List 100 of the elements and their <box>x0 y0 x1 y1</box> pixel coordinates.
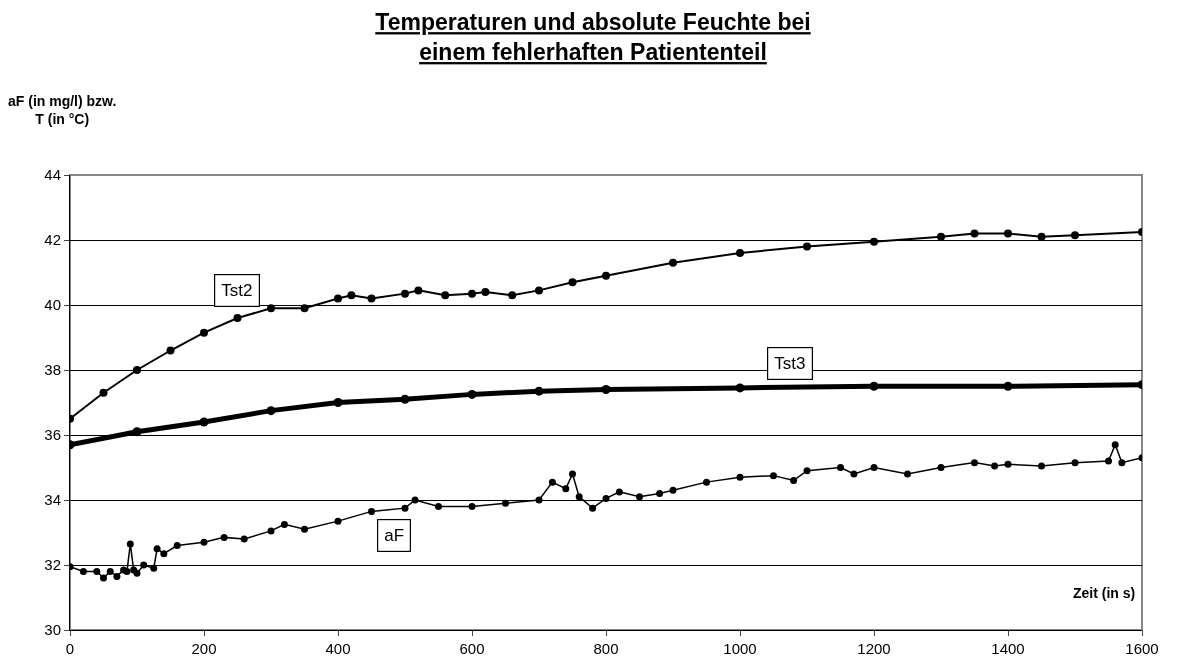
point <box>132 427 142 437</box>
point <box>850 470 858 478</box>
point <box>602 494 610 502</box>
point <box>869 381 879 391</box>
point <box>602 271 610 280</box>
point <box>508 291 517 300</box>
point <box>970 229 979 238</box>
point <box>562 485 570 493</box>
y-tick-label: 38 <box>44 361 61 379</box>
point <box>166 346 175 355</box>
point <box>367 294 376 303</box>
point <box>100 574 107 582</box>
point <box>467 389 477 399</box>
point <box>126 540 134 548</box>
point <box>334 517 342 525</box>
point <box>113 572 121 580</box>
point <box>435 503 442 510</box>
point <box>991 462 999 470</box>
point <box>106 568 114 575</box>
point <box>99 388 108 397</box>
point <box>266 406 276 416</box>
y-tick-label: 42 <box>44 231 61 249</box>
series-label: Tst3 <box>774 354 806 374</box>
x-tick-label: 1200 <box>857 640 891 657</box>
point <box>79 568 87 575</box>
point <box>803 242 811 251</box>
point <box>267 304 275 313</box>
y-tick-label: 34 <box>44 491 61 509</box>
point <box>468 289 476 298</box>
point <box>502 499 509 507</box>
x-tick-label: 200 <box>191 640 217 657</box>
point <box>160 550 168 558</box>
point <box>1105 457 1112 465</box>
point <box>1004 229 1012 238</box>
point <box>575 493 583 501</box>
point <box>870 464 878 471</box>
point <box>703 478 710 486</box>
point <box>770 472 777 480</box>
point <box>535 286 543 295</box>
y-tick-label: 36 <box>44 426 61 444</box>
point <box>173 542 181 549</box>
point <box>636 493 643 501</box>
point <box>300 304 309 313</box>
point <box>200 538 208 546</box>
point <box>468 503 476 510</box>
point <box>481 288 490 296</box>
point <box>615 488 623 496</box>
point <box>1038 462 1045 470</box>
y-tick-label: 40 <box>44 296 61 314</box>
x-tick-label: 0 <box>65 640 75 657</box>
point <box>1004 460 1012 468</box>
point <box>569 470 576 478</box>
point <box>971 459 978 467</box>
point <box>736 473 744 481</box>
point <box>401 289 409 298</box>
point <box>240 535 248 543</box>
x-tick-label: 600 <box>459 640 485 657</box>
point <box>669 258 677 267</box>
point <box>669 486 677 494</box>
point <box>568 278 577 287</box>
point <box>280 520 288 528</box>
point <box>400 394 410 404</box>
point <box>441 291 450 300</box>
point <box>414 286 423 295</box>
point <box>790 477 798 484</box>
chart-title: Temperaturen und absolute Feuchte bei einem fehlerhaften Patiententeil <box>375 9 811 66</box>
point <box>401 504 409 512</box>
point <box>153 545 161 553</box>
point <box>133 366 141 374</box>
point <box>220 533 228 541</box>
point <box>548 478 556 486</box>
y-tick-label: 30 <box>44 621 61 639</box>
point <box>1071 459 1079 467</box>
series-label: aF <box>384 526 405 546</box>
point <box>301 525 308 533</box>
point <box>937 464 945 471</box>
point <box>334 294 342 303</box>
point <box>837 464 844 471</box>
point <box>333 398 343 407</box>
x-tick-label: 1600 <box>1125 640 1159 657</box>
point <box>535 496 543 504</box>
x-axis-title: Zeit (in s) <box>1073 585 1136 601</box>
point <box>803 467 811 475</box>
point <box>200 328 208 337</box>
series-label: Tst2 <box>221 281 253 301</box>
point <box>534 386 544 396</box>
point <box>1071 231 1079 240</box>
point <box>368 507 375 515</box>
point <box>1037 232 1046 241</box>
x-tick-label: 800 <box>593 640 619 657</box>
x-tick-label: 400 <box>325 640 351 657</box>
point <box>904 470 911 478</box>
y-tick-label: 32 <box>44 556 61 574</box>
point <box>347 291 356 300</box>
point <box>199 417 209 427</box>
x-tick-label: 1000 <box>723 640 757 657</box>
point <box>140 561 148 569</box>
point <box>1111 441 1119 449</box>
point <box>735 383 745 393</box>
point <box>1003 381 1013 391</box>
